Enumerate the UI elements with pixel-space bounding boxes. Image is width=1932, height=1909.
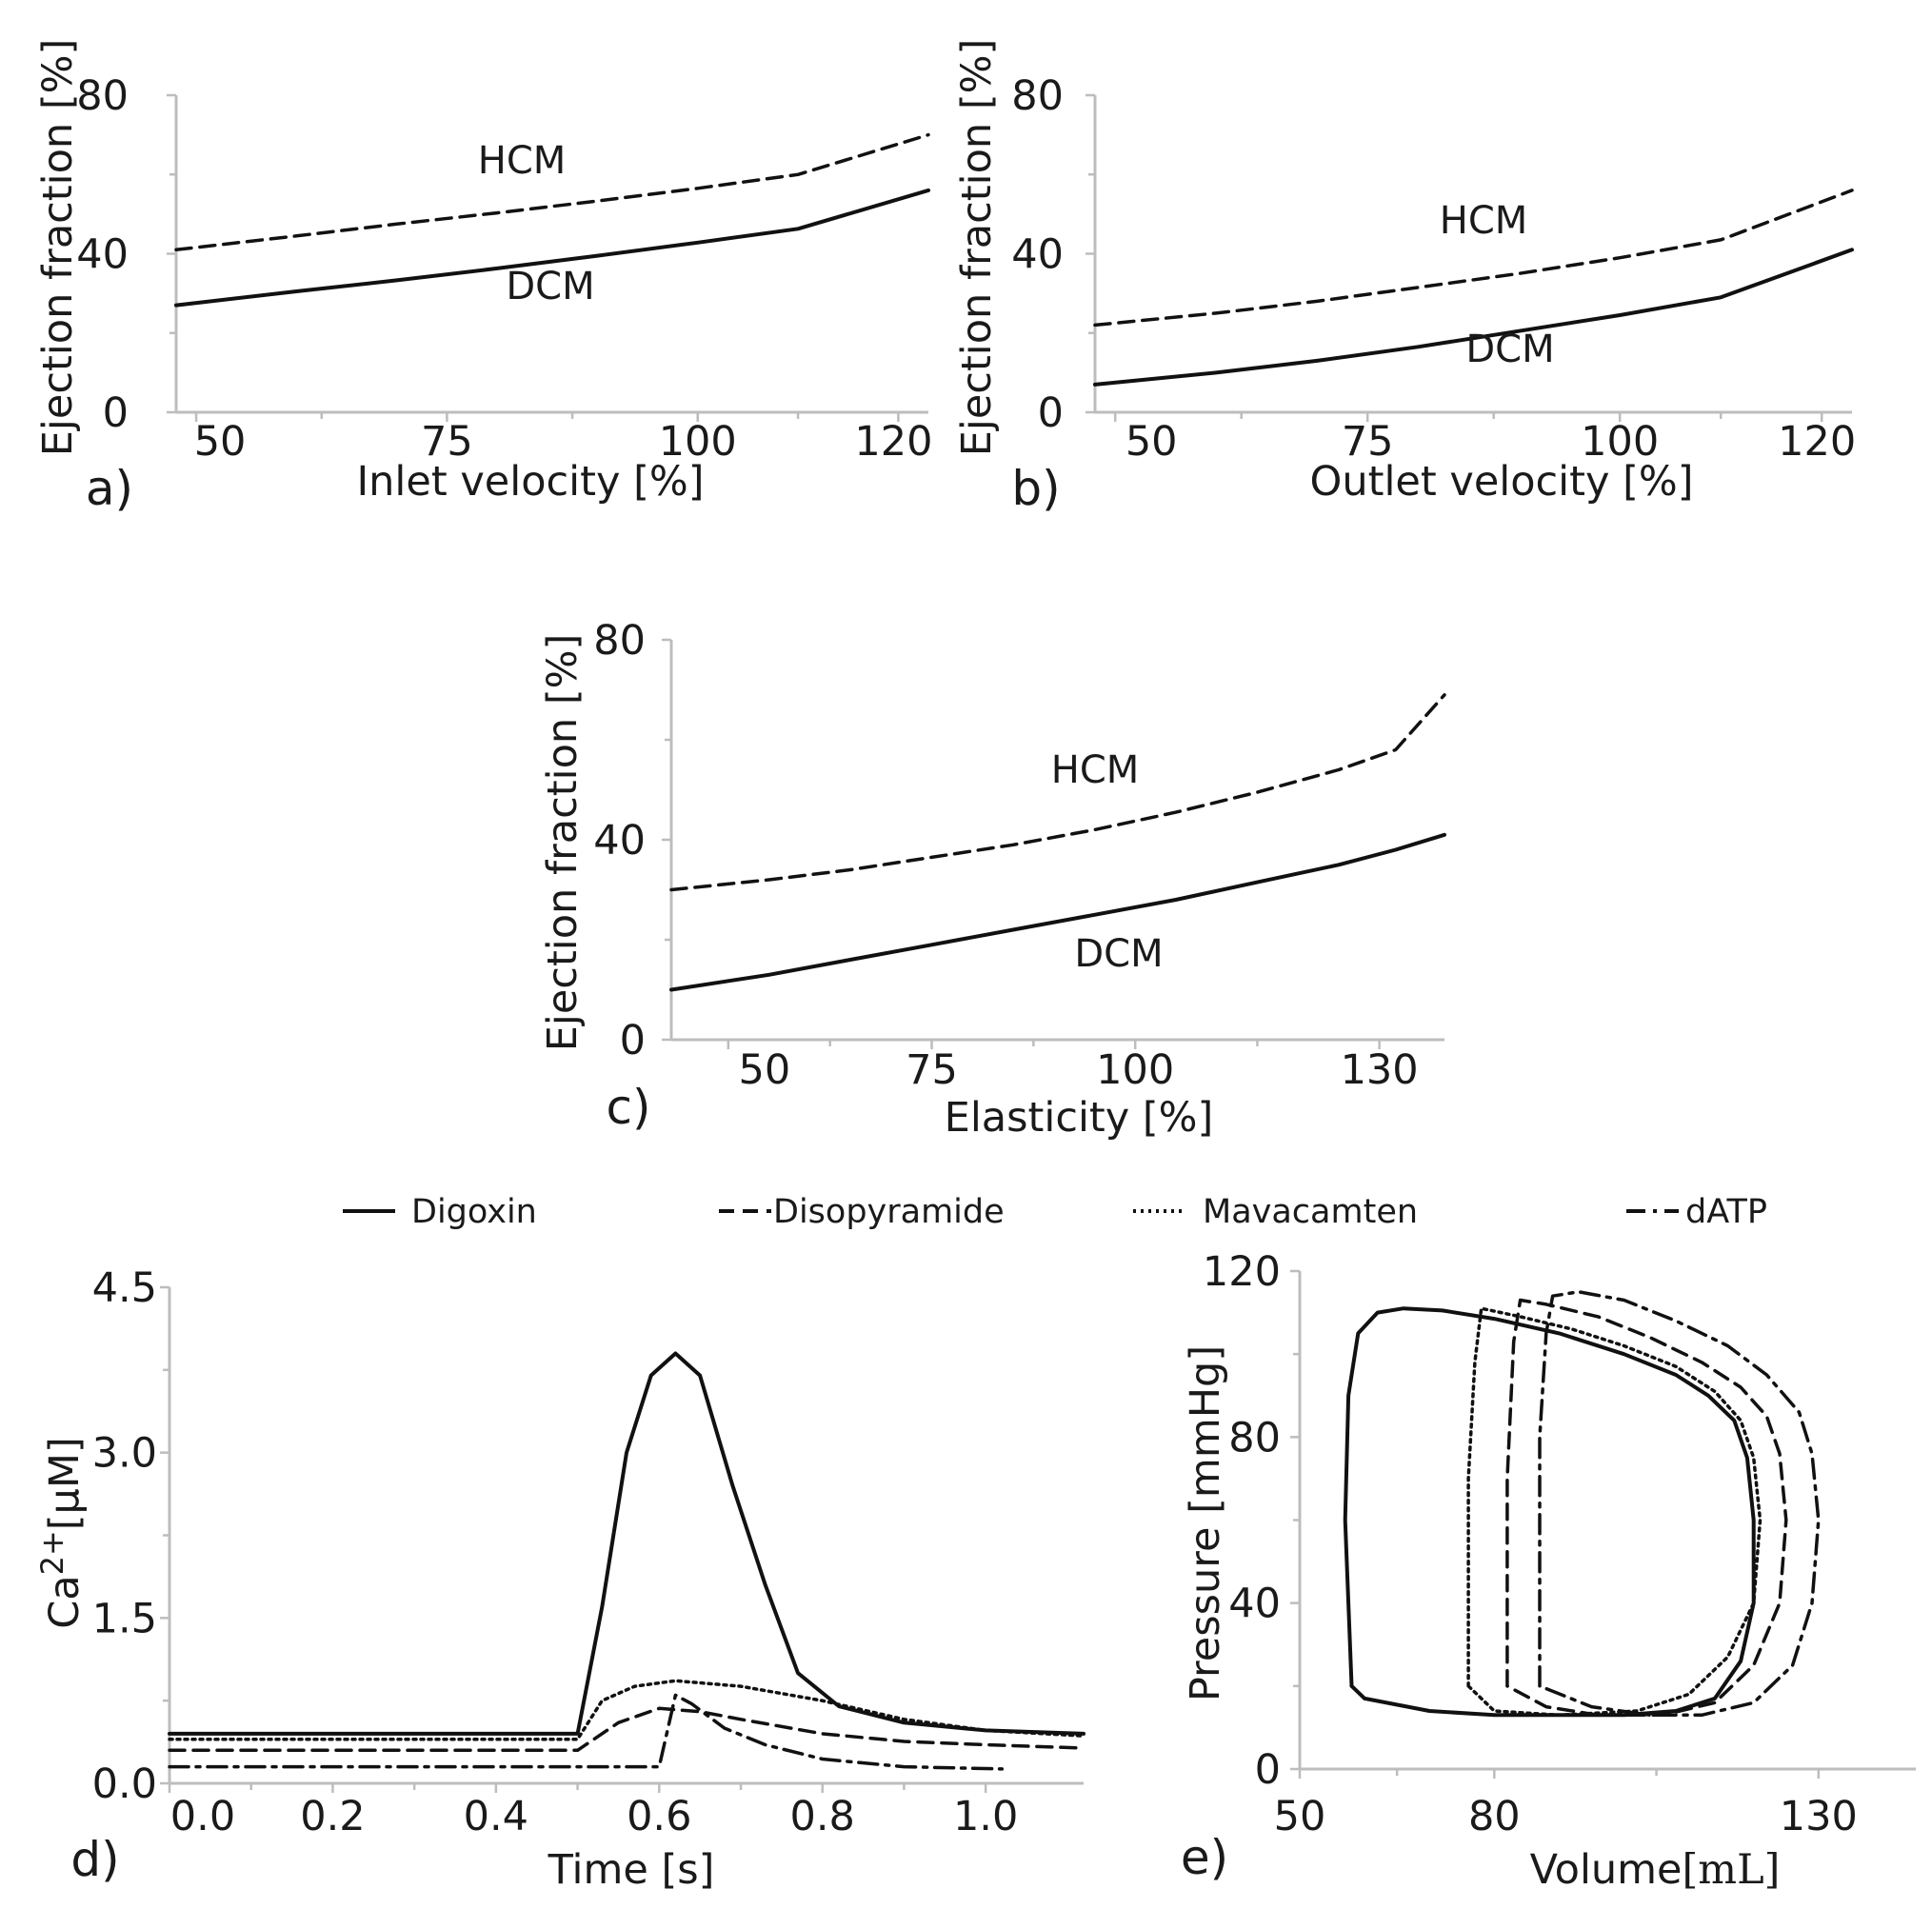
series-label-hcm: HCM — [1440, 199, 1528, 243]
series-line-mavacamten — [1466, 1306, 1763, 1718]
x-axis-label: Outlet velocity [%] — [1309, 458, 1693, 506]
x-tick-label: 100 — [1581, 418, 1659, 466]
x-tick-label: 50 — [194, 418, 247, 466]
series-line-digoxin — [1343, 1306, 1756, 1718]
x-tick-label: 130 — [1341, 1046, 1419, 1094]
y-tick-label: 80 — [1011, 72, 1064, 120]
y-tick-label: 80 — [1228, 1414, 1281, 1462]
y-tick-label: 4.5 — [92, 1264, 157, 1312]
y-axis-label: Pressure [mmHg] — [1182, 1345, 1229, 1701]
y-axis-label: Ejection fraction [%] — [34, 39, 82, 457]
series-label-dcm: DCM — [1074, 932, 1163, 976]
panel-label: b) — [1011, 461, 1060, 516]
y-tick-label: 0 — [1255, 1746, 1281, 1794]
x-axis-unit: [mL] — [1683, 1846, 1781, 1894]
y-tick-label: 80 — [76, 72, 129, 120]
legend: Digoxin Disopyramide Mavacamten dATP — [343, 1193, 1767, 1231]
x-tick-label: 50 — [1125, 418, 1178, 466]
x-tick-label: 75 — [906, 1046, 958, 1094]
panel-label: a) — [86, 461, 133, 516]
x-tick-label: 0.0 — [170, 1793, 235, 1840]
x-tick-label: 100 — [659, 418, 737, 466]
series-label-dcm: DCM — [506, 265, 594, 308]
x-axis-label: Volume[mL] — [1530, 1846, 1781, 1894]
x-tick-label: 75 — [1342, 418, 1394, 466]
panel-d-calcium-vs-time: 0.0 1.5 3.0 4.5 0.0 0.2 0.4 0.6 0.8 1.0 Time [s] Ca… — [34, 1264, 1086, 1894]
panel-b-ejection-vs-outlet-velocity: 0 40 80 50 75 100 120 Outlet velocity [%] Ejecti… — [953, 39, 1856, 516]
panel-a-ejection-vs-inlet-velocity: 0 40 80 50 75 100 120 Inlet velocity [%] Ejectio… — [34, 39, 932, 516]
x-tick-label: 130 — [1780, 1793, 1858, 1840]
series-line-datp — [168, 1693, 1005, 1771]
y-tick-label: 3.0 — [92, 1430, 157, 1478]
series-line-disopyramide — [168, 1706, 1086, 1753]
y-tick-label: 0 — [620, 1017, 646, 1064]
x-tick-label: 0.6 — [627, 1793, 691, 1840]
panel-label: d) — [70, 1832, 119, 1887]
x-axis-label: Elasticity [%] — [945, 1094, 1214, 1142]
y-axis-label: Ca2+[µM] — [34, 1437, 89, 1629]
legend-label-disopyramide: Disopyramide — [773, 1193, 1005, 1231]
series-line-digoxin — [168, 1351, 1086, 1736]
x-tick-label: 50 — [738, 1046, 790, 1094]
series-line-mavacamten — [168, 1679, 1086, 1741]
y-tick-label: 120 — [1203, 1248, 1281, 1296]
x-tick-label: 0.2 — [300, 1793, 365, 1840]
y-tick-label: 40 — [76, 231, 129, 279]
y-tick-label: 0 — [103, 389, 129, 437]
y-tick-label: 40 — [1228, 1581, 1281, 1628]
x-tick-label: 0.4 — [464, 1793, 528, 1840]
panel-c-ejection-vs-elasticity: 0 40 80 50 75 100 130 Elasticity [%] Ejection fr… — [539, 617, 1446, 1142]
series-label-hcm: HCM — [478, 139, 567, 183]
y-axis-superscript: 2+ — [34, 1530, 70, 1575]
series-label-dcm: DCM — [1465, 328, 1554, 371]
series-line-datp — [1538, 1290, 1821, 1718]
x-tick-label: 100 — [1096, 1046, 1174, 1094]
series-label-hcm: HCM — [1051, 748, 1140, 792]
x-tick-label: 50 — [1274, 1793, 1326, 1840]
series-line-dcm — [1093, 248, 1854, 387]
x-tick-label: 120 — [1778, 418, 1856, 466]
series-line-dcm — [174, 188, 930, 308]
x-tick-label: 80 — [1468, 1793, 1521, 1840]
y-tick-label: 40 — [1011, 231, 1064, 279]
legend-label-digoxin: Digoxin — [411, 1193, 537, 1231]
series-line-hcm — [174, 132, 930, 252]
y-axis-label: Ejection fraction [%] — [953, 39, 1001, 457]
series-line-hcm — [669, 693, 1446, 892]
y-axis-label: Ejection fraction [%] — [539, 634, 587, 1052]
y-tick-label: 0 — [1038, 389, 1064, 437]
y-tick-label: 40 — [593, 817, 646, 865]
x-tick-label: 0.8 — [790, 1793, 855, 1840]
x-axis-label: Inlet velocity [%] — [357, 458, 705, 506]
legend-label-mavacamten: Mavacamten — [1203, 1193, 1418, 1231]
x-tick-label: 1.0 — [953, 1793, 1018, 1840]
series-line-dcm — [669, 832, 1446, 992]
panel-e-pressure-volume-loops: 0 40 80 120 50 80 130 Volume[mL] Pressure [mmHg]… — [1181, 1248, 1916, 1894]
y-tick-label: 0.0 — [92, 1760, 157, 1808]
panel-label: c) — [607, 1080, 651, 1135]
y-axis-unit: [µM] — [41, 1437, 89, 1530]
legend-label-datp: dATP — [1685, 1193, 1767, 1231]
x-tick-label: 75 — [421, 418, 473, 466]
y-tick-label: 80 — [593, 617, 646, 665]
y-tick-label: 1.5 — [92, 1595, 157, 1642]
x-tick-label: 120 — [854, 418, 932, 466]
panel-label: e) — [1181, 1830, 1228, 1885]
x-axis-label: Time [s] — [548, 1846, 715, 1894]
